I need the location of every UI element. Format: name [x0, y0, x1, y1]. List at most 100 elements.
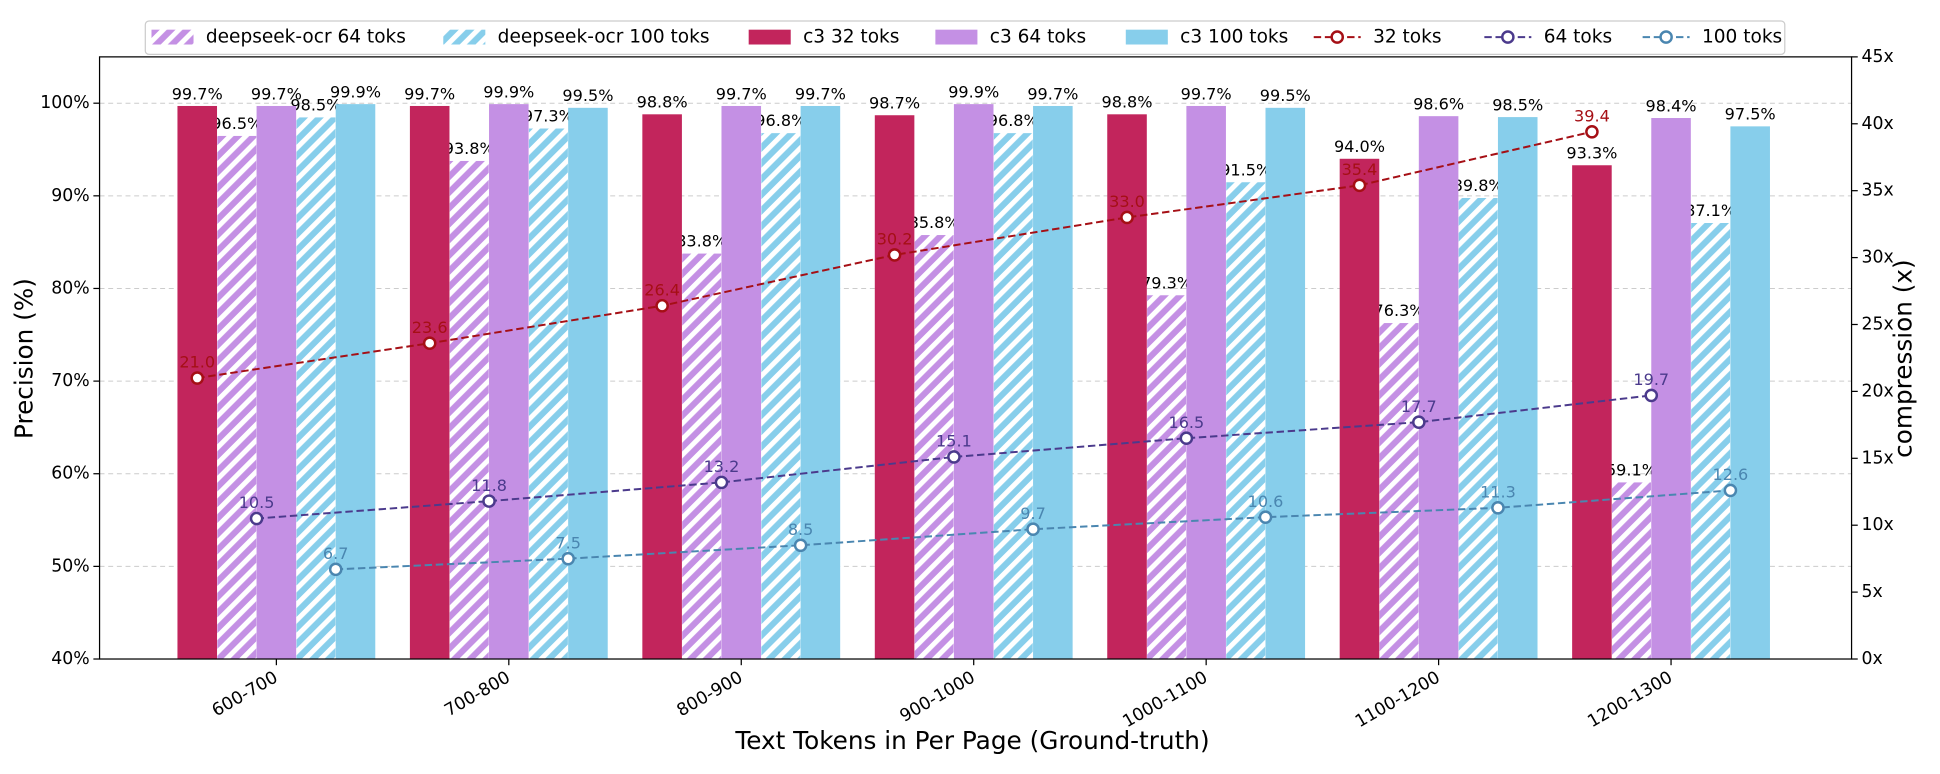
bar [1225, 181, 1266, 660]
bar [1690, 222, 1731, 660]
bar [1186, 105, 1226, 660]
y2-tick-label: 40x [1861, 114, 1893, 134]
bar-value-label: 91.5% [1220, 160, 1271, 179]
bar-value-label: 89.8% [1453, 176, 1504, 195]
legend-label: c3 32 toks [803, 27, 899, 48]
bar-value-label: 98.5% [290, 95, 341, 114]
line-value-label: 8.5 [788, 520, 814, 539]
bar [1418, 116, 1459, 660]
legend-label: c3 64 toks [990, 27, 1086, 48]
bar [721, 105, 762, 660]
line-value-label: 15.1 [936, 432, 972, 451]
x-tick-label: 1100-1200 [1352, 668, 1444, 732]
line-point [887, 248, 902, 262]
bar [1497, 117, 1538, 660]
bar [1107, 114, 1147, 660]
bar [449, 160, 490, 660]
bar [1265, 107, 1306, 660]
line-point [793, 538, 808, 553]
bar-value-label: 98.5% [1492, 95, 1543, 114]
line-point [422, 336, 437, 351]
bar-value-label: 87.1% [1685, 201, 1736, 220]
bar [216, 135, 257, 660]
bar-value-label: 99.7% [795, 84, 846, 103]
line-value-label: 39.4 [1574, 106, 1610, 125]
line-value-label: 13.2 [704, 457, 740, 476]
bar-value-label: 96.8% [988, 111, 1039, 130]
y2-tick-label: 35x [1861, 181, 1893, 201]
bar [1611, 481, 1652, 660]
x-tick-label: 700-800 [441, 668, 514, 721]
line-value-label: 26.4 [644, 280, 680, 299]
line-value-label: 12.6 [1713, 465, 1749, 484]
line-value-label: 30.2 [877, 230, 913, 249]
y-tick-label: 90% [51, 186, 89, 206]
x-axis-label: Text Tokens in Per Page (Ground-truth) [734, 726, 1209, 755]
bar-value-label: 93.3% [1566, 144, 1617, 163]
line-value-label: 21.0 [179, 353, 215, 372]
bar-value-label: 98.6% [1413, 95, 1464, 114]
line-value-label: 11.8 [471, 476, 507, 495]
line-point [1258, 510, 1273, 524]
line-value-label: 17.7 [1401, 397, 1437, 416]
x-tick-label: 800-900 [674, 668, 747, 721]
bar [874, 115, 915, 660]
line-point [1120, 210, 1134, 225]
bar-value-label: 99.5% [562, 86, 613, 105]
legend-marker [1330, 30, 1345, 44]
bar [800, 105, 841, 660]
bar [568, 107, 608, 660]
line-point [1585, 125, 1599, 139]
y2-axis-label: compression (x) [1889, 259, 1918, 458]
line-value-label: 16.5 [1168, 413, 1204, 432]
bar [953, 104, 994, 660]
bar [760, 132, 801, 660]
legend-label: deepseek-ocr 100 toks [498, 27, 710, 48]
bar [681, 252, 722, 660]
bar [1651, 118, 1691, 660]
bar-value-label: 99.7% [404, 84, 455, 103]
x-tick-label: 1200-1300 [1584, 668, 1676, 732]
y-tick-label: 60% [51, 464, 89, 484]
bar-value-label: 99.7% [172, 84, 223, 103]
bar [1033, 105, 1073, 660]
line-value-label: 35.4 [1342, 160, 1378, 179]
bar [1378, 322, 1420, 660]
line-point [1491, 501, 1505, 515]
y2-tick-label: 15x [1861, 448, 1893, 468]
y-tick-label: 100% [40, 93, 89, 113]
y-axis-label: Precision (%) [9, 278, 38, 439]
line-point [655, 298, 669, 313]
legend-label: 100 toks [1702, 27, 1782, 48]
line-point [561, 551, 575, 566]
legend-marker [1501, 30, 1515, 44]
bar-value-label: 99.9% [330, 82, 381, 101]
bar [1730, 126, 1770, 660]
bar-value-label: 93.8% [444, 139, 495, 158]
bar-value-label: 96.5% [211, 114, 262, 133]
bar-value-label: 99.9% [948, 82, 999, 101]
x-tick-label: 900-1000 [897, 668, 979, 727]
bar-value-label: 59.1% [1606, 460, 1657, 479]
line-value-label: 33.0 [1109, 192, 1145, 211]
legend-swatch [151, 29, 194, 45]
line-value-label: 10.6 [1248, 492, 1284, 511]
line-value-label: 9.7 [1020, 504, 1046, 523]
y2-tick-label: 10x [1861, 515, 1893, 535]
line-value-label: 6.7 [323, 544, 349, 563]
line-value-label: 7.5 [555, 533, 581, 552]
legend-marker [1659, 30, 1673, 44]
bar [528, 127, 569, 660]
y2-tick-label: 5x [1861, 582, 1882, 602]
bar-value-label: 98.8% [1102, 93, 1153, 112]
legend: deepseek-ocr 64 toks deepseek-ocr 100 tok… [144, 20, 1786, 56]
bar [1146, 294, 1187, 660]
line-value-label: 19.7 [1633, 370, 1669, 389]
y-tick-label: 70% [51, 371, 89, 391]
line-point [1723, 483, 1738, 498]
line-point [714, 475, 729, 490]
bar [335, 104, 376, 660]
bar-value-label: 99.9% [483, 82, 534, 101]
